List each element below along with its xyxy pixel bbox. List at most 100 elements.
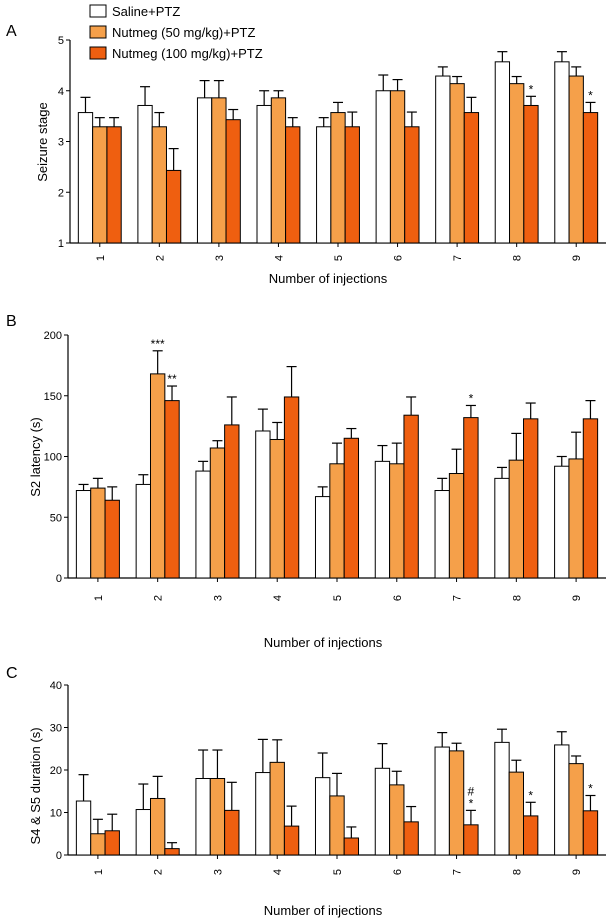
panel-a-bar	[463, 112, 480, 244]
panel-c-x-tick-label: 7	[452, 869, 464, 875]
panel-a-bar	[554, 61, 570, 244]
panel-c-y-tick-label: 40	[50, 680, 62, 692]
panel-c-bar	[389, 784, 405, 856]
panel-c-bar	[75, 800, 92, 856]
panel-c-x-tick-label: 2	[153, 869, 165, 875]
panel-b-chart: B S2 latency (s) Number of injections 0 5…	[6, 313, 606, 650]
panel-b-bar	[164, 400, 180, 579]
panel-c-chart: C S4 & S5 duration (s) Number of injecti…	[6, 665, 606, 918]
panel-b-bar	[343, 437, 360, 579]
panel-b-bar	[374, 460, 391, 579]
panel-a-bar	[211, 97, 227, 244]
panel-a-x-tick-label: 2	[154, 255, 166, 261]
panel-a-chart: A Seizure stage Number of injections 1 2 3…	[6, 23, 606, 286]
panel-a-bar	[137, 104, 153, 244]
panel-a-significance-marker: *	[529, 82, 534, 96]
panel-c-x-axis-label: Number of injections	[264, 903, 383, 918]
panel-c-x-tick-label: 1	[93, 869, 105, 875]
panel-a-x-tick-label: 9	[571, 255, 583, 261]
panel-a-x-tick-label: 3	[214, 255, 226, 261]
panel-c-bar	[374, 767, 391, 856]
panel-b-bar	[389, 463, 405, 579]
panel-a-x-tick-label: 4	[273, 255, 285, 261]
panel-b-bar	[283, 396, 300, 579]
panel-b-significance-marker: *	[469, 391, 474, 405]
panel-b-x-tick-label: 9	[571, 595, 583, 601]
panel-a-bar	[330, 112, 346, 244]
panel-b-x-tick-label: 4	[272, 595, 284, 601]
panel-a-bar	[568, 75, 584, 244]
panel-a-bar	[449, 83, 465, 244]
panel-c-bar	[582, 810, 599, 856]
panel-b-bar	[224, 424, 240, 579]
panel-b-bar	[90, 487, 106, 579]
panel-c-bar	[209, 778, 226, 856]
panel-b-bar	[582, 418, 599, 579]
panel-b-x-tick-label: 2	[153, 595, 165, 601]
panel-b-x-tick-label: 7	[452, 595, 464, 601]
panel-c-letter: C	[6, 665, 18, 682]
panel-c-bar	[343, 837, 360, 856]
panel-a-bar	[435, 75, 451, 244]
panel-b-y-tick-label: 0	[56, 573, 62, 585]
panel-a-bar	[582, 112, 599, 244]
panel-b-bar	[209, 447, 226, 579]
panel-c-bar	[554, 744, 570, 856]
panel-c-significance-marker: *	[588, 782, 593, 796]
panel-c-bar	[224, 809, 240, 856]
legend: Saline+PTZ Nutmeg (50 mg/kg)+PTZ Nutmeg …	[89, 4, 263, 61]
panel-c-bar	[329, 795, 345, 856]
panel-a-bar	[165, 169, 182, 244]
panel-a-bar	[196, 97, 213, 244]
panel-a-bar	[389, 90, 406, 244]
panel-c-bar	[568, 763, 584, 856]
panel-c-x-tick-label: 9	[571, 869, 583, 875]
panel-a-bar	[523, 104, 539, 244]
panel-b-y-axis-label: S2 latency (s)	[28, 417, 43, 496]
panel-b-bar	[255, 430, 271, 579]
panel-c-bar	[463, 824, 479, 856]
panel-c-bar	[448, 750, 465, 856]
panel-a-bar	[404, 126, 420, 244]
panel-b-y-tick-label: 200	[44, 330, 62, 342]
panel-a-x-tick-label: 7	[452, 255, 464, 261]
panel-c-x-tick-label: 5	[332, 869, 344, 875]
panel-c-x-tick-label: 8	[511, 869, 523, 875]
panel-a-bar	[509, 83, 525, 244]
panel-c-bar	[195, 778, 211, 856]
panel-b-bar	[448, 473, 465, 579]
panel-c-y-tick-label: 20	[50, 765, 62, 777]
panel-c-bar	[149, 797, 166, 856]
panel-b-bar	[135, 483, 151, 579]
panel-c-y-axis-label: S4 & S5 duration (s)	[28, 727, 43, 844]
panel-a-letter: A	[6, 23, 17, 40]
panel-c-bar	[508, 771, 525, 856]
panel-a-x-axis-label: Number of injections	[269, 271, 388, 286]
panel-a-bar	[285, 126, 301, 244]
panel-c-bar	[283, 825, 300, 856]
panel-b-bar	[403, 414, 419, 579]
panel-b-y-tick-label: 50	[50, 512, 62, 524]
panel-c-bar	[269, 761, 285, 856]
panel-b-bar	[523, 418, 539, 579]
panel-c-bar	[90, 833, 106, 856]
panel-c-bar	[314, 777, 331, 856]
panel-b-bar	[494, 477, 510, 579]
panel-a-y-axis-label: Seizure stage	[35, 102, 50, 182]
panel-a-y-tick-label: 1	[58, 238, 64, 250]
legend-label-nutmeg-50: Nutmeg (50 mg/kg)+PTZ	[112, 25, 255, 40]
panel-b-y-tick-label: 100	[44, 452, 62, 464]
panel-b-bar	[329, 463, 345, 579]
panel-c-bar	[255, 772, 271, 856]
panel-c-significance-marker: *	[469, 796, 474, 810]
panel-a-bar	[77, 112, 94, 244]
panel-c-bar	[104, 830, 120, 856]
panel-b-x-axis-label: Number of injections	[264, 635, 383, 650]
panel-a-x-tick-label: 8	[512, 255, 524, 261]
panel-c-bar	[494, 741, 510, 856]
panel-b-x-tick-label: 5	[332, 595, 344, 601]
panel-b-x-tick-label: 8	[511, 595, 523, 601]
panel-b-letter: B	[6, 313, 17, 330]
panel-a-significance-marker: *	[588, 88, 593, 102]
